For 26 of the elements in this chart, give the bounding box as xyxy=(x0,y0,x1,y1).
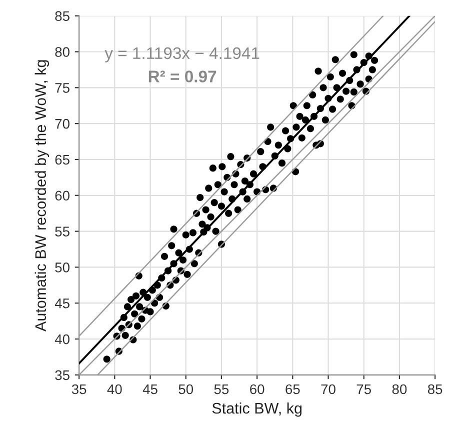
x-tick-label: 65 xyxy=(286,384,300,394)
y-tick-label: 70 xyxy=(55,118,70,129)
annotation: R² = 0.97 xyxy=(148,70,216,82)
y-tick-label: 50 xyxy=(55,262,70,272)
x-tick-label: 35 xyxy=(72,384,86,394)
y-tick-label: 45 xyxy=(54,298,70,308)
x-tick-label: 60 xyxy=(250,384,264,394)
x-tick-label: 85 xyxy=(428,384,442,394)
x-axis-title: Static BW, kg xyxy=(212,402,302,417)
annotation: y = 1.1193x − 4.1941 xyxy=(104,47,260,62)
x-tick-label: 50 xyxy=(178,384,194,394)
y-tick-label: 65 xyxy=(55,154,70,165)
y-tick-label: 80 xyxy=(55,47,70,57)
y-tick-label: 75 xyxy=(55,83,70,93)
y-tick-label: 85 xyxy=(55,11,70,22)
y-tick-label: 60 xyxy=(55,190,70,201)
y-tick-label: 55 xyxy=(55,226,70,236)
y-axis-title: Automatic BW recorded by the WoW, kg xyxy=(34,60,50,332)
y-tick-label: 40 xyxy=(54,334,70,344)
x-tick-label: 40 xyxy=(107,384,122,394)
x-tick-label: 75 xyxy=(356,384,372,394)
x-tick-label: 80 xyxy=(392,384,407,394)
x-tick-label: 55 xyxy=(214,384,229,394)
y-tick-label: 35 xyxy=(55,370,70,380)
x-tick-label: 45 xyxy=(142,384,158,394)
x-tick-label: 70 xyxy=(321,384,336,394)
